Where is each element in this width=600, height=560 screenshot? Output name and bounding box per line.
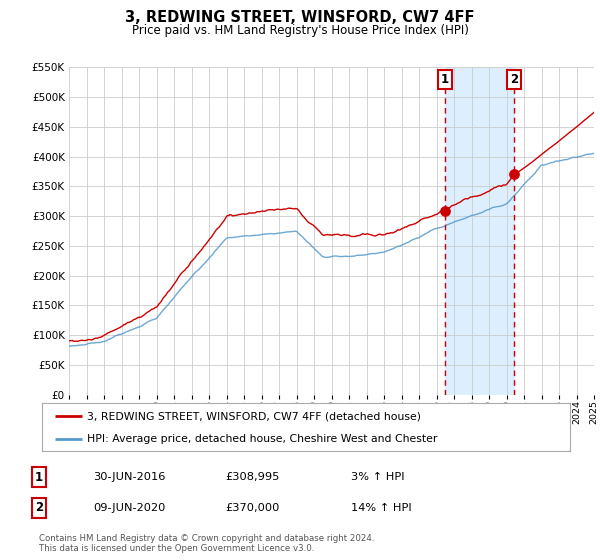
- Text: 14% ↑ HPI: 14% ↑ HPI: [351, 503, 412, 513]
- Text: This data is licensed under the Open Government Licence v3.0.: This data is licensed under the Open Gov…: [39, 544, 314, 553]
- Text: 2: 2: [35, 501, 43, 515]
- Text: Contains HM Land Registry data © Crown copyright and database right 2024.: Contains HM Land Registry data © Crown c…: [39, 534, 374, 543]
- Text: HPI: Average price, detached house, Cheshire West and Chester: HPI: Average price, detached house, Ches…: [87, 434, 437, 444]
- Text: £308,995: £308,995: [225, 472, 280, 482]
- Text: 1: 1: [35, 470, 43, 484]
- Text: 3, REDWING STREET, WINSFORD, CW7 4FF (detached house): 3, REDWING STREET, WINSFORD, CW7 4FF (de…: [87, 411, 421, 421]
- Point: [509, 170, 519, 179]
- Text: 1: 1: [440, 73, 449, 86]
- Text: 2: 2: [510, 73, 518, 86]
- Text: 3, REDWING STREET, WINSFORD, CW7 4FF: 3, REDWING STREET, WINSFORD, CW7 4FF: [125, 10, 475, 25]
- Bar: [445, 67, 514, 395]
- Text: 09-JUN-2020: 09-JUN-2020: [93, 503, 166, 513]
- Text: 30-JUN-2016: 30-JUN-2016: [93, 472, 166, 482]
- Text: Price paid vs. HM Land Registry's House Price Index (HPI): Price paid vs. HM Land Registry's House …: [131, 24, 469, 36]
- Point: [440, 206, 449, 215]
- Text: 3% ↑ HPI: 3% ↑ HPI: [351, 472, 404, 482]
- Text: £370,000: £370,000: [225, 503, 280, 513]
